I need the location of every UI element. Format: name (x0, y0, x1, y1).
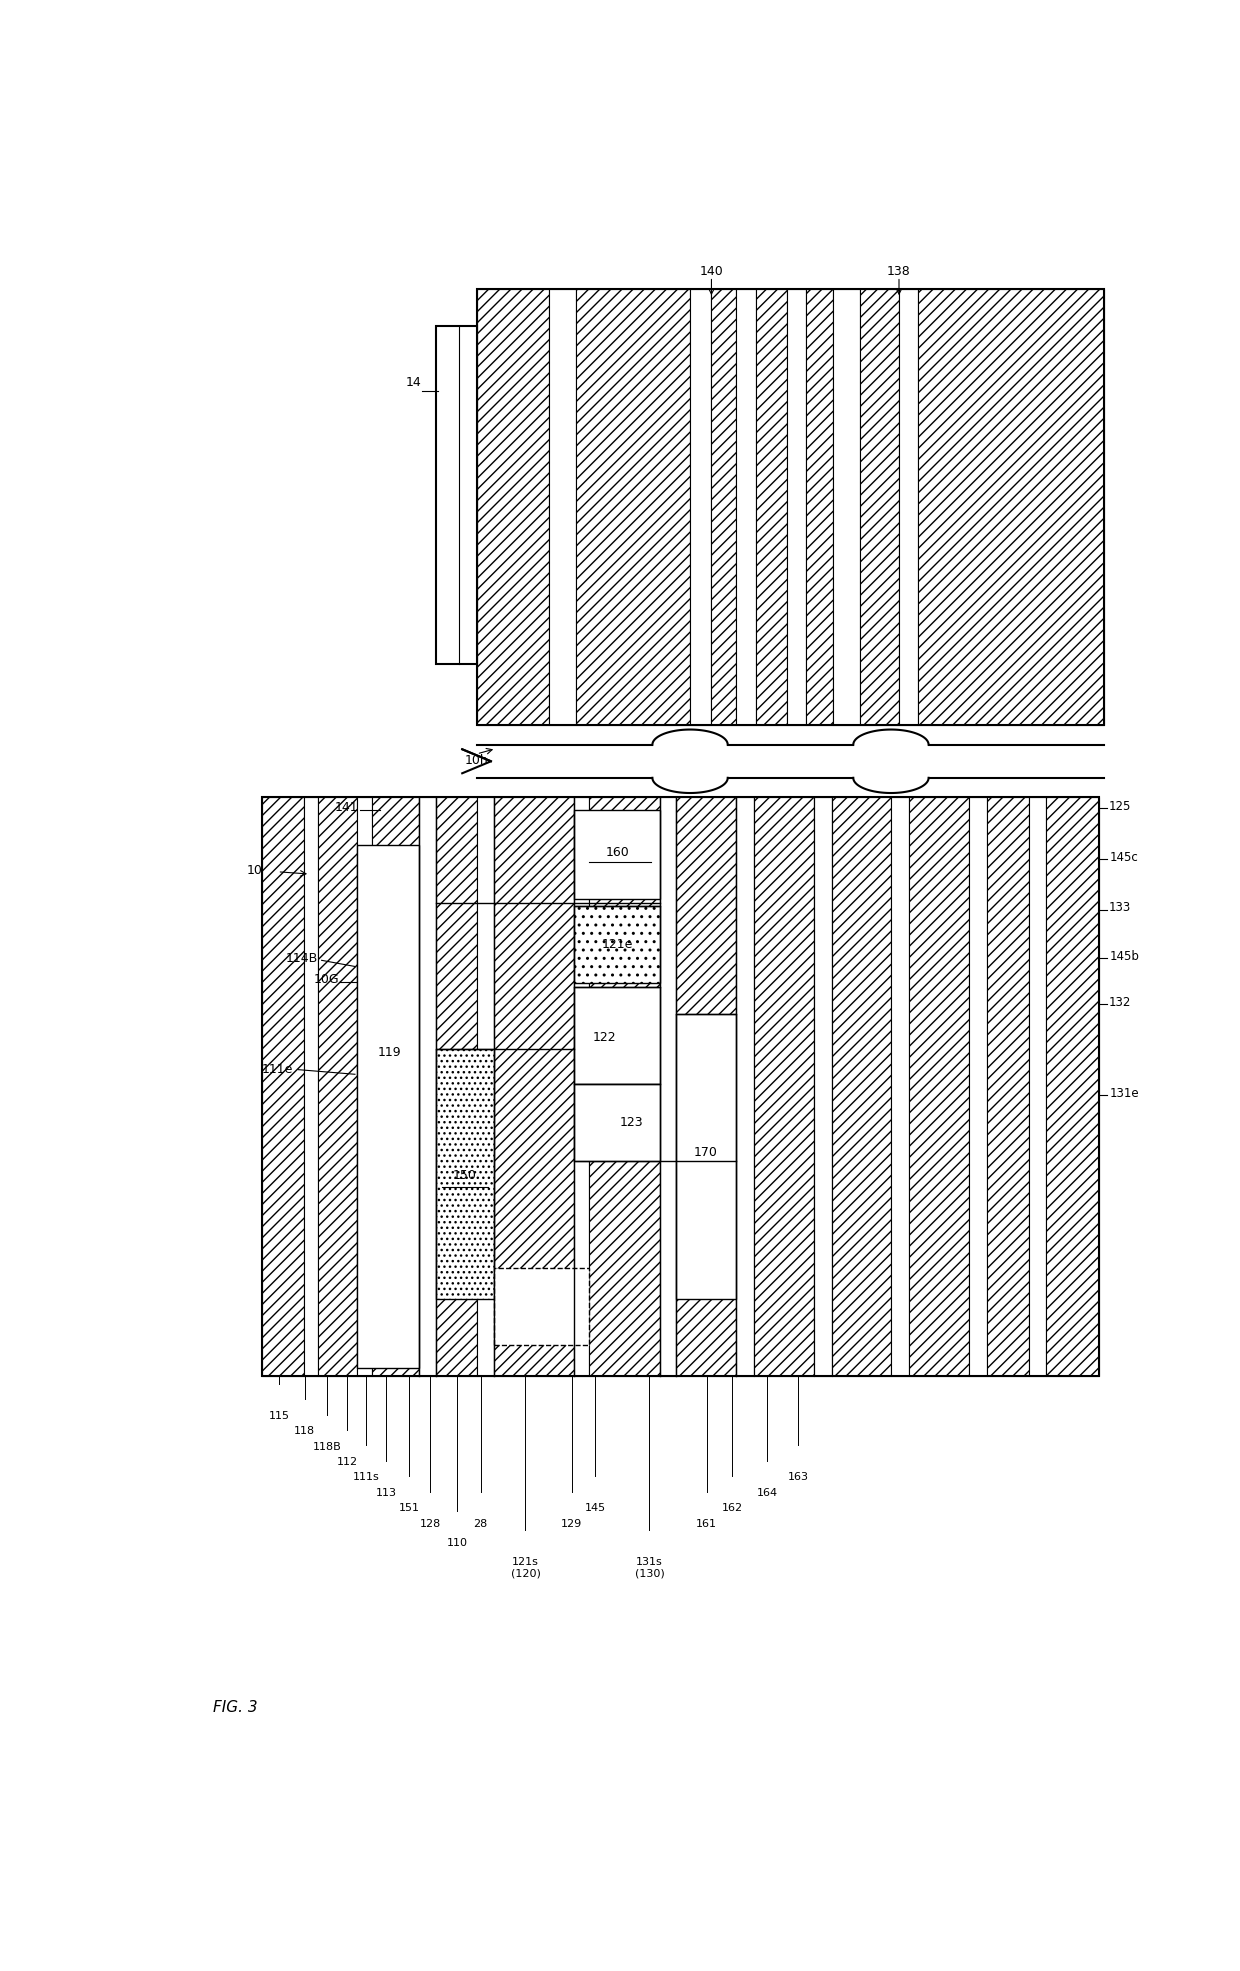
Text: 138: 138 (887, 264, 911, 278)
Text: 28: 28 (474, 1518, 487, 1529)
Bar (689, 290, 712, 725)
Bar (372, 796, 419, 1376)
Bar (476, 290, 549, 725)
Text: 163: 163 (787, 1472, 808, 1482)
Text: 121s
(120): 121s (120) (511, 1557, 541, 1579)
Bar (436, 1049, 494, 1299)
Text: 14: 14 (405, 376, 422, 390)
Bar (987, 796, 1029, 1376)
Bar (494, 1267, 589, 1346)
Text: 129: 129 (562, 1518, 583, 1529)
Bar (909, 796, 968, 1376)
Text: 112: 112 (336, 1457, 358, 1466)
Bar (892, 796, 909, 1376)
Bar (899, 290, 919, 725)
Text: 131e: 131e (1110, 1088, 1140, 1100)
Bar (833, 290, 861, 725)
Bar (676, 1015, 737, 1299)
Bar (357, 796, 372, 1376)
Text: 162: 162 (722, 1504, 743, 1514)
Bar (573, 987, 660, 1084)
Text: 115: 115 (269, 1411, 289, 1421)
Bar (436, 325, 476, 664)
Text: 164: 164 (756, 1488, 777, 1498)
Bar (262, 796, 304, 1376)
Text: 119: 119 (377, 1047, 401, 1058)
Text: 161: 161 (697, 1518, 717, 1529)
Bar (660, 796, 676, 1376)
Bar (676, 796, 737, 1376)
Bar (262, 796, 1099, 1376)
Bar (573, 907, 660, 984)
Text: 128: 128 (419, 1518, 440, 1529)
Bar (786, 290, 806, 725)
Bar (476, 796, 494, 1376)
Bar (737, 290, 755, 725)
Bar (712, 290, 737, 725)
Bar (806, 290, 833, 725)
Text: 123: 123 (620, 1116, 644, 1129)
Text: 114B: 114B (285, 952, 317, 966)
Text: 118B: 118B (312, 1441, 341, 1451)
Bar (832, 796, 892, 1376)
Bar (919, 290, 1105, 725)
Bar (754, 796, 813, 1376)
Bar (575, 290, 689, 725)
Bar (737, 796, 754, 1376)
Bar (419, 796, 436, 1376)
Bar (494, 796, 573, 1376)
Text: 10h: 10h (465, 753, 489, 767)
Bar (1029, 796, 1047, 1376)
Bar (476, 290, 1105, 725)
Text: 141: 141 (335, 802, 358, 814)
Bar (573, 1084, 660, 1161)
Bar (573, 810, 660, 899)
Text: 10G: 10G (314, 974, 340, 986)
Text: 140: 140 (699, 264, 723, 278)
Text: 118: 118 (294, 1427, 315, 1437)
Text: 131s
(130): 131s (130) (635, 1557, 665, 1579)
Text: 111e: 111e (262, 1062, 293, 1076)
Bar (357, 846, 419, 1368)
Bar (317, 796, 357, 1376)
Bar (813, 796, 832, 1376)
Bar (573, 796, 589, 1376)
Text: 10: 10 (247, 863, 263, 877)
Text: 145: 145 (584, 1504, 606, 1514)
Bar (755, 290, 786, 725)
Text: FIG. 3: FIG. 3 (213, 1699, 258, 1715)
Text: 151: 151 (399, 1504, 419, 1514)
Text: 145b: 145b (1110, 950, 1140, 964)
Bar (549, 290, 575, 725)
Bar (589, 796, 660, 1376)
Text: 113: 113 (376, 1488, 397, 1498)
Text: 145c: 145c (1110, 851, 1138, 863)
Bar (968, 796, 987, 1376)
Text: 110: 110 (446, 1537, 467, 1547)
Bar (861, 290, 899, 725)
Bar (1047, 796, 1099, 1376)
Text: 121e: 121e (601, 938, 634, 952)
Text: 132: 132 (1109, 995, 1131, 1009)
Text: 111s: 111s (352, 1472, 379, 1482)
Text: 150: 150 (453, 1169, 477, 1183)
Bar (304, 796, 317, 1376)
Bar (436, 796, 476, 1376)
Text: 125: 125 (1109, 800, 1131, 812)
Text: 133: 133 (1109, 901, 1131, 915)
Text: 170: 170 (694, 1147, 718, 1159)
Text: 160: 160 (606, 846, 630, 859)
Text: 122: 122 (593, 1031, 616, 1045)
